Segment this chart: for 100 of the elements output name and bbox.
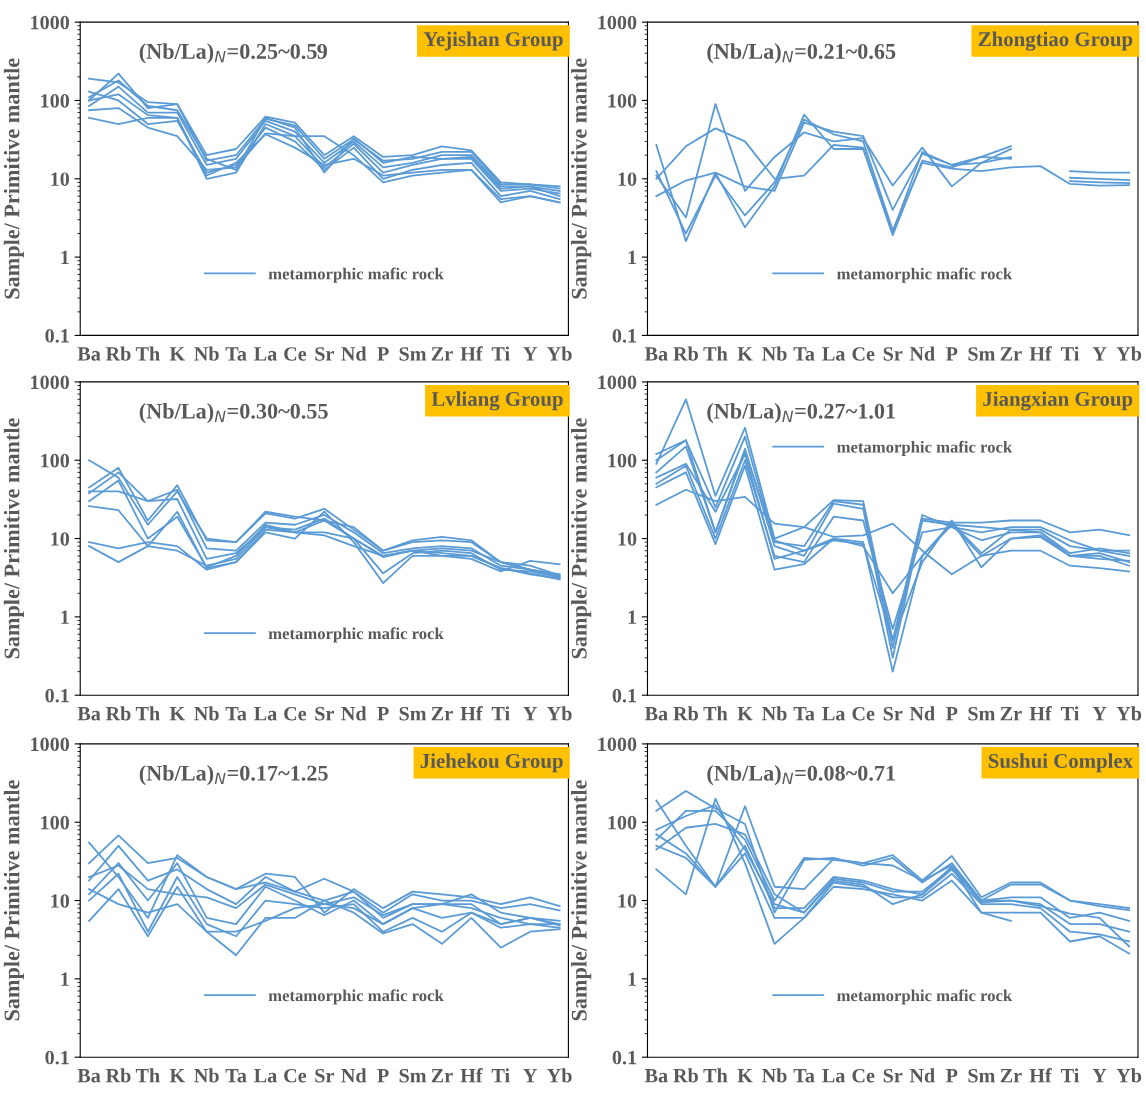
- chart-title: Jiehekou Group: [420, 753, 563, 773]
- y-tick-label: 0.1: [612, 329, 637, 343]
- y-tick-label: 1000: [598, 375, 637, 390]
- x-tick-label: Sr: [883, 706, 903, 721]
- annotation: (Nb/La)$_{N}$=0.27~1.01: [707, 403, 895, 424]
- x-tick-label: Nb: [194, 706, 219, 721]
- y-axis-title: Sample/ Primitive mantle: [571, 58, 592, 299]
- chart-title: Jiangxian Group: [983, 391, 1133, 411]
- y-tick-label: 0.1: [612, 688, 637, 703]
- y-tick-label: 1: [628, 250, 637, 265]
- x-tick-label: La: [254, 347, 277, 361]
- annotation: (Nb/La)$_{N}$=0.08~0.71: [707, 765, 895, 786]
- x-tick-label: Ce: [284, 1068, 307, 1083]
- y-axis-title: Sample/ Primitive mantle: [3, 780, 24, 1021]
- x-tick-label: Y: [523, 707, 538, 721]
- y-axis-title: Sample/ Primitive mantle: [571, 780, 592, 1021]
- x-tick-label: Sr: [315, 1068, 334, 1083]
- y-tick-label: 1: [628, 610, 637, 624]
- y-tick-label: 100: [608, 815, 637, 830]
- x-tick-label: Ba: [77, 347, 101, 361]
- y-tick-label: 1: [61, 972, 69, 986]
- x-tick-label: Ce: [284, 347, 307, 361]
- x-tick-label: Hf: [1029, 346, 1052, 361]
- x-tick-label: Nd: [909, 346, 935, 361]
- x-tick-label: Rb: [673, 1068, 698, 1083]
- y-tick-label: 10: [51, 532, 70, 546]
- legend-label: metamorphic mafic rock: [837, 440, 1013, 457]
- x-tick-label: Ba: [644, 707, 668, 721]
- x-tick-label: Ba: [77, 707, 101, 721]
- x-tick-label: Ta: [225, 1069, 247, 1083]
- x-tick-label: Rb: [105, 706, 131, 721]
- x-tick-label: K: [737, 1069, 753, 1083]
- x-tick-label: Th: [703, 346, 728, 361]
- x-tick-label: Ti: [491, 346, 510, 361]
- x-tick-label: Rb: [673, 706, 698, 721]
- x-tick-label: Hf: [460, 1068, 483, 1083]
- x-tick-label: Zr: [1000, 347, 1022, 361]
- chart-title: Lvliang Group: [431, 391, 563, 411]
- x-tick-label: Hf: [1029, 706, 1052, 721]
- x-tick-label: Sm: [399, 1068, 427, 1083]
- y-tick-label: 100: [608, 453, 637, 468]
- x-tick-label: Hf: [1029, 1068, 1052, 1083]
- x-tick-label: La: [254, 707, 277, 721]
- x-tick-label: Nb: [194, 1068, 219, 1083]
- x-tick-label: Sr: [315, 706, 334, 721]
- legend-label: metamorphic mafic rock: [268, 989, 444, 1005]
- y-tick-label: 10: [51, 172, 70, 186]
- x-tick-label: La: [254, 1069, 277, 1083]
- y-axis-title: Sample/ Primitive mantle: [3, 58, 24, 299]
- x-tick-label: Nb: [762, 706, 787, 721]
- x-tick-label: Nd: [909, 706, 935, 721]
- x-tick-label: Yb: [547, 706, 572, 721]
- x-tick-label: Zr: [1000, 1069, 1022, 1083]
- x-tick-label: Ba: [644, 347, 668, 361]
- chart-title: Yejishan Group: [423, 31, 563, 51]
- y-tick-label: 10: [618, 172, 637, 186]
- annotation: (Nb/La)$_{N}$=0.21~0.65: [707, 43, 896, 64]
- x-tick-label: Ti: [1061, 706, 1080, 721]
- y-tick-label: 10: [51, 894, 70, 908]
- x-tick-label: Nb: [194, 346, 219, 361]
- annotation: (Nb/La)$_{N}$=0.17~1.25: [139, 765, 328, 786]
- x-tick-label: Ta: [225, 707, 247, 721]
- y-tick-label: 0.1: [45, 329, 69, 343]
- x-tick-label: Sm: [968, 706, 996, 721]
- x-tick-label: Yb: [1116, 1068, 1142, 1083]
- x-tick-label: Yb: [1116, 346, 1142, 361]
- x-tick-label: Sm: [968, 1068, 996, 1083]
- x-tick-label: Nb: [762, 346, 787, 361]
- x-tick-label: K: [169, 1069, 185, 1083]
- x-tick-label: K: [169, 707, 185, 721]
- x-tick-label: K: [169, 347, 185, 361]
- x-tick-label: Y: [1092, 347, 1107, 361]
- x-tick-label: Yb: [547, 1068, 572, 1083]
- y-tick-label: 0.1: [45, 688, 69, 703]
- x-tick-label: Sm: [399, 706, 427, 721]
- x-tick-label: Nb: [762, 1068, 787, 1083]
- x-tick-label: P: [377, 347, 389, 361]
- x-tick-label: P: [946, 707, 958, 721]
- y-tick-label: 1000: [31, 15, 70, 30]
- x-tick-label: Y: [523, 347, 538, 361]
- x-tick-label: Hf: [460, 346, 483, 361]
- x-tick-label: Nd: [341, 346, 367, 361]
- x-tick-label: Ce: [852, 1068, 875, 1083]
- x-tick-label: Sr: [883, 347, 903, 361]
- x-tick-label: Zr: [431, 707, 453, 721]
- x-tick-label: Rb: [105, 1068, 131, 1083]
- x-tick-label: Sr: [315, 347, 334, 361]
- x-tick-label: Th: [135, 346, 160, 361]
- y-axis-title: Sample/ Primitive mantle: [571, 418, 592, 659]
- x-tick-label: Y: [1092, 707, 1107, 721]
- y-tick-label: 0.1: [612, 1050, 637, 1065]
- x-tick-label: K: [737, 347, 753, 361]
- y-tick-label: 1000: [598, 737, 637, 752]
- y-tick-label: 1000: [598, 15, 637, 30]
- x-tick-label: Sm: [968, 347, 996, 361]
- annotation: (Nb/La)$_{N}$=0.30~0.55: [139, 403, 328, 424]
- y-tick-label: 100: [608, 94, 637, 108]
- x-tick-label: Ti: [491, 1068, 510, 1083]
- x-tick-label: Th: [135, 706, 160, 721]
- legend-label: metamorphic mafic rock: [837, 267, 1013, 283]
